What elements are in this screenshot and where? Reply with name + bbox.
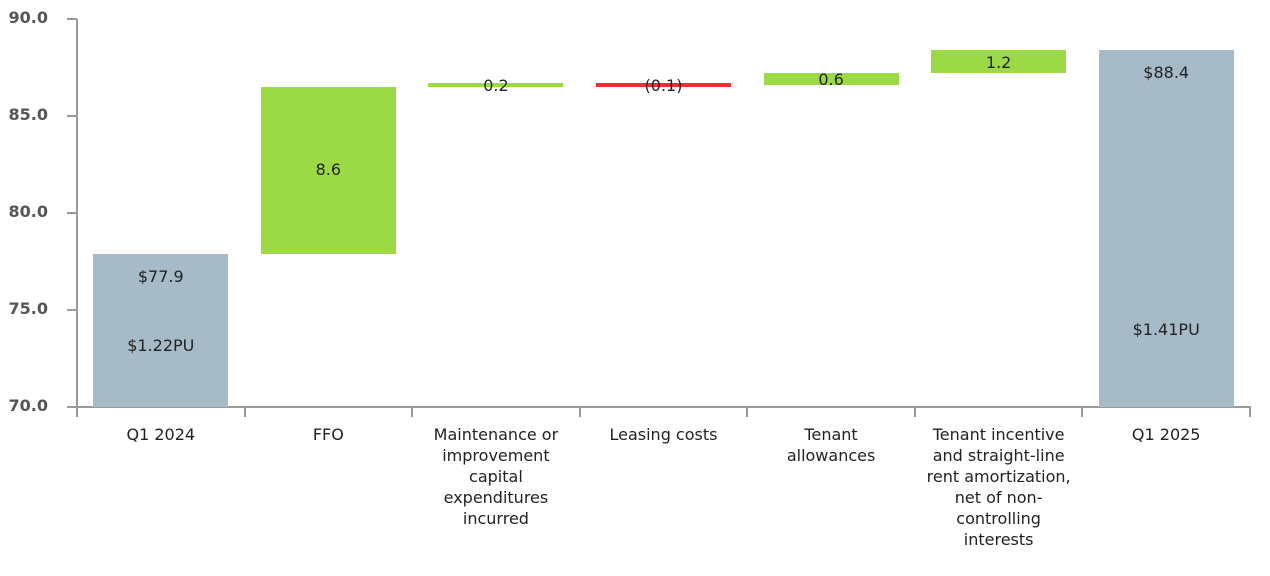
- bar-value-label: 0.2: [483, 76, 509, 96]
- x-category-label: Q1 2024: [77, 424, 245, 445]
- y-tick-mark: [67, 309, 77, 311]
- bar-increase: [428, 83, 564, 88]
- bar-value-label: 1.2: [985, 52, 1012, 72]
- x-category-label-line: allowances: [786, 446, 876, 465]
- bar-increase: [931, 50, 1067, 74]
- bar-value-label: $77.9: [137, 266, 184, 286]
- bar-increase: [260, 86, 396, 254]
- bar-total: [93, 253, 229, 407]
- x-category-label-line: Maintenance or: [433, 425, 559, 444]
- bar-value-label: 0.6: [818, 70, 844, 90]
- x-category-label-line: net of non-: [954, 488, 1043, 507]
- bar-value-label: (0.1): [644, 76, 683, 96]
- x-category-label-line: Q1 2025: [1131, 425, 1201, 444]
- x-category-label-line: incurred: [462, 509, 529, 528]
- y-tick-mark: [67, 18, 77, 20]
- x-tick-mark: [411, 407, 414, 417]
- x-category-label-line: capital: [469, 467, 523, 486]
- bar-decrease: [596, 83, 731, 88]
- x-tick-mark: [913, 407, 916, 417]
- y-tick-label: 85.0: [8, 105, 48, 124]
- bar-total: [1098, 50, 1234, 407]
- x-category-label: Q1 2025: [1082, 424, 1250, 445]
- y-tick-label: 75.0: [8, 299, 48, 318]
- x-tick-mark: [76, 407, 78, 417]
- bar-value-label: 8.6: [315, 160, 342, 180]
- x-category-label-line: Q1 2024: [126, 425, 196, 444]
- x-category-label-line: Leasing costs: [609, 425, 718, 444]
- y-tick-label: 70.0: [8, 396, 48, 415]
- x-category-label-line: controlling: [956, 509, 1041, 528]
- x-tick-mark: [1249, 407, 1251, 417]
- y-tick-label: 90.0: [8, 8, 48, 27]
- x-category-label-line: Tenant: [804, 425, 858, 444]
- x-category-label: Tenant allowances: [747, 424, 915, 466]
- x-category-label: Maintenance or improvement capital expendit…: [412, 424, 580, 529]
- bar-increase: [763, 73, 899, 85]
- x-category-label-line: Tenant incentive: [932, 425, 1065, 444]
- x-category-label-line: improvement: [442, 446, 550, 465]
- x-category-label: FFO: [245, 424, 413, 445]
- x-category-label-line: rent amortization,: [926, 467, 1071, 486]
- x-category-label-line: expenditures: [443, 488, 549, 507]
- y-tick-mark: [67, 115, 77, 117]
- y-axis-line: [76, 19, 78, 417]
- x-tick-mark: [578, 407, 581, 417]
- x-category-label-line: interests: [963, 530, 1034, 549]
- bar-per-unit-label: $1.22PU: [127, 336, 195, 355]
- y-tick-label: 80.0: [8, 202, 48, 221]
- bar-value-label: $88.4: [1143, 63, 1190, 83]
- x-category-label: Leasing costs: [580, 424, 748, 445]
- x-tick-mark: [243, 407, 246, 417]
- x-category-label-line: FFO: [312, 425, 344, 444]
- y-tick-mark: [67, 212, 77, 214]
- bar-per-unit-label: $1.41PU: [1132, 320, 1200, 339]
- x-tick-mark: [1081, 407, 1084, 417]
- x-category-label-line: and straight-line: [932, 446, 1065, 465]
- x-axis-line: [67, 406, 1251, 408]
- x-tick-mark: [746, 407, 749, 417]
- x-category-label: Tenant incentive and straight-line rent am…: [915, 424, 1083, 550]
- y-tick-mark: [67, 406, 77, 408]
